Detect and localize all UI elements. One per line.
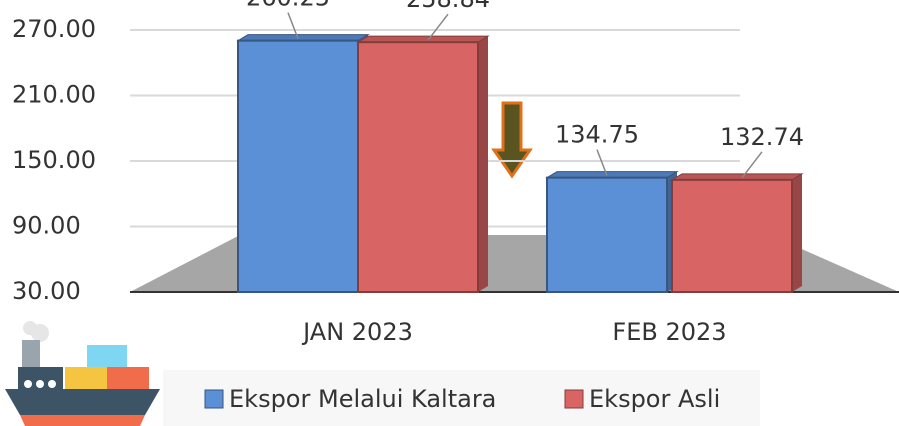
leader-line [287, 12, 299, 39]
legend-label: Ekspor Asli [589, 385, 720, 413]
bar [357, 41, 479, 293]
y-tick-label: 210.00 [12, 81, 96, 109]
leader-line [596, 149, 608, 176]
y-tick-label: 270.00 [12, 15, 96, 43]
bar [546, 176, 668, 293]
y-tick-label: 30.00 [12, 277, 81, 305]
data-label: 132.74 [720, 123, 804, 151]
down-arrow [491, 101, 533, 179]
legend-box [163, 370, 760, 426]
data-label: 134.75 [555, 121, 639, 149]
bar [237, 39, 359, 293]
bar-side [478, 36, 488, 292]
leader-line [427, 13, 449, 41]
legend-swatch [564, 389, 584, 409]
y-tick-label: 90.00 [12, 212, 81, 240]
ship-icon [5, 321, 160, 426]
leader-line [741, 151, 763, 179]
x-tick-label: FEB 2023 [612, 318, 726, 346]
y-tick-label: 150.00 [12, 146, 96, 174]
legend-label: Ekspor Melalui Kaltara [229, 385, 496, 413]
data-label: 260.25 [246, 0, 330, 12]
bar [671, 178, 793, 293]
legend-swatch [204, 389, 224, 409]
data-label: 258.84 [406, 0, 490, 13]
x-tick-label: JAN 2023 [301, 318, 413, 346]
bar-side [792, 173, 802, 292]
